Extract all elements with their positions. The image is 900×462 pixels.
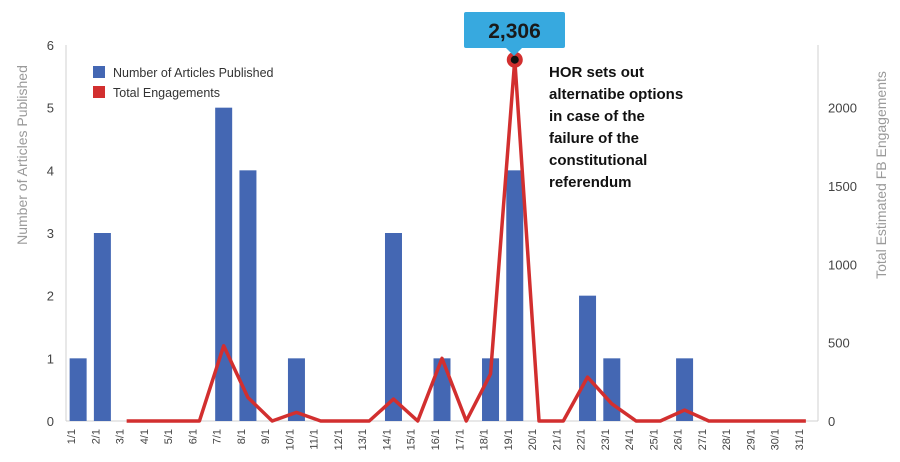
bar-articles	[384, 233, 402, 421]
x-tick-label: 15/1	[406, 429, 418, 450]
annotation-line-3: in case of the	[549, 108, 645, 125]
x-tick-label: 13/1	[357, 429, 369, 450]
x-tick-label: 21/1	[551, 429, 563, 450]
x-tick-label: 23/1	[600, 429, 612, 450]
x-tick-label: 6/1	[187, 429, 199, 444]
x-tick-label: 3/1	[115, 429, 127, 444]
x-tick-label: 12/1	[333, 429, 345, 450]
annotation: HOR sets out alternatibe options in case…	[549, 64, 683, 191]
legend-label-articles: Number of Articles Published	[113, 66, 274, 80]
bar-articles	[215, 107, 233, 422]
peak-marker-dot	[510, 55, 519, 64]
x-tick-label: 24/1	[624, 429, 636, 450]
left-tick-label: 3	[47, 226, 54, 241]
left-axis-title: Number of Articles Published	[14, 65, 30, 245]
bar-articles	[287, 358, 305, 421]
bar-articles	[69, 358, 87, 421]
line-layer	[126, 51, 806, 423]
x-tick-label: 26/1	[673, 429, 685, 450]
x-tick-label: 19/1	[503, 429, 515, 450]
annotation-line-4: failure of the	[549, 130, 639, 147]
legend-swatch-engagements	[93, 86, 105, 98]
bar-articles	[239, 170, 257, 421]
legend: Number of Articles Published Total Engag…	[93, 66, 274, 100]
left-tick-label: 0	[47, 414, 54, 429]
annotation-line-2: alternatibe options	[549, 86, 683, 103]
x-tick-label: 22/1	[576, 429, 588, 450]
x-tick-label: 20/1	[527, 429, 539, 450]
left-tick-label: 4	[47, 163, 54, 178]
bar-articles	[482, 358, 500, 421]
right-tick-label: 1000	[828, 257, 857, 272]
x-tick-label: 27/1	[697, 429, 709, 450]
x-tick-label: 17/1	[454, 429, 466, 450]
annotation-line-6: referendum	[549, 174, 632, 191]
annotation-line-1: HOR sets out	[549, 64, 644, 81]
annotation-line-5: constitutional	[549, 152, 647, 169]
callout-value: 2,306	[488, 20, 541, 43]
engagements-line	[126, 57, 806, 423]
x-tick-label: 25/1	[648, 429, 660, 450]
x-tick-label: 31/1	[794, 429, 806, 450]
x-tick-label: 28/1	[721, 429, 733, 450]
bar-articles	[93, 233, 111, 421]
right-tick-label: 500	[828, 336, 850, 351]
left-tick-label: 5	[47, 101, 54, 116]
labels-layer: 0 1 2 3 4 5 6 0 500 1000 1500 2000 1/1 2/1 3/1 4/1 5/1 6/…	[47, 38, 857, 450]
bar-articles	[579, 295, 597, 421]
legend-swatch-articles	[93, 66, 105, 78]
x-tick-label: 8/1	[236, 429, 248, 444]
right-tick-label: 0	[828, 414, 835, 429]
x-tick-label: 5/1	[163, 429, 175, 444]
left-tick-label: 6	[47, 38, 54, 53]
x-tick-label: 30/1	[770, 429, 782, 450]
right-tick-label: 2000	[828, 101, 857, 116]
x-tick-label: 29/1	[745, 429, 757, 450]
x-tick-label: 18/1	[479, 429, 491, 450]
left-tick-label: 2	[47, 289, 54, 304]
x-tick-label: 14/1	[381, 429, 393, 450]
left-tick-label: 1	[47, 351, 54, 366]
x-tick-label: 16/1	[430, 429, 442, 450]
x-tick-label: 4/1	[139, 429, 151, 444]
callout-box	[464, 12, 565, 48]
right-tick-label: 1500	[828, 179, 857, 194]
x-tick-label: 11/1	[309, 429, 321, 450]
bar-articles	[603, 358, 621, 421]
x-tick-label: 1/1	[66, 429, 78, 444]
peak-callout: 2,306	[464, 12, 565, 56]
bar-articles	[433, 358, 451, 421]
callout-pointer	[506, 48, 522, 56]
x-tick-label: 9/1	[260, 429, 272, 444]
x-tick-label: 2/1	[90, 429, 102, 444]
legend-label-engagements: Total Engagements	[113, 86, 220, 100]
bar-articles	[506, 170, 524, 421]
bar-articles	[676, 358, 694, 421]
x-tick-label: 10/1	[284, 429, 296, 450]
right-axis-title: Total Estimated FB Engagements	[873, 71, 889, 279]
x-tick-label: 7/1	[212, 429, 224, 444]
